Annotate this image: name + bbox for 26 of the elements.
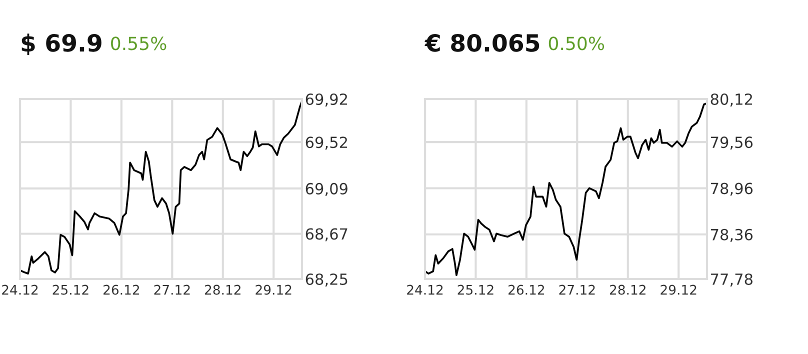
y-tick-label: 78,96	[711, 182, 753, 196]
y-tick-label: 78,36	[711, 228, 753, 242]
x-tick-label: 24.12	[407, 284, 443, 295]
x-tick-label: 26.12	[104, 284, 140, 295]
x-tick-label: 28.12	[204, 284, 240, 295]
y-tick-label: 77,78	[711, 273, 752, 287]
x-tick-label: 27.12	[559, 284, 595, 295]
y-tick-label: 68,25	[306, 273, 348, 287]
chart-subtitle: 0.50%	[548, 36, 604, 50]
chart-title: $ 69.9	[22, 34, 102, 55]
chart-subtitle: 0.55%	[111, 36, 166, 50]
x-tick-label: 25.12	[52, 284, 88, 295]
x-tick-label: 29.12	[256, 284, 292, 295]
x-tick-label: 24.12	[2, 284, 38, 295]
y-tick-label: 69,52	[306, 136, 347, 150]
x-tick-label: 27.12	[154, 284, 190, 295]
x-tick-label: 29.12	[660, 284, 696, 295]
y-tick-label: 80,12	[710, 93, 752, 107]
y-tick-label: 68,67	[306, 228, 348, 242]
x-tick-label: 26.12	[508, 284, 544, 295]
x-tick-label: 28.12	[610, 284, 646, 295]
y-tick-label: 69,09	[306, 182, 348, 196]
y-tick-label: 79,56	[711, 136, 753, 150]
y-tick-label: 69,92	[306, 93, 347, 107]
x-tick-label: 25.12	[458, 284, 494, 295]
chart-title: € 80.065	[424, 34, 540, 52]
